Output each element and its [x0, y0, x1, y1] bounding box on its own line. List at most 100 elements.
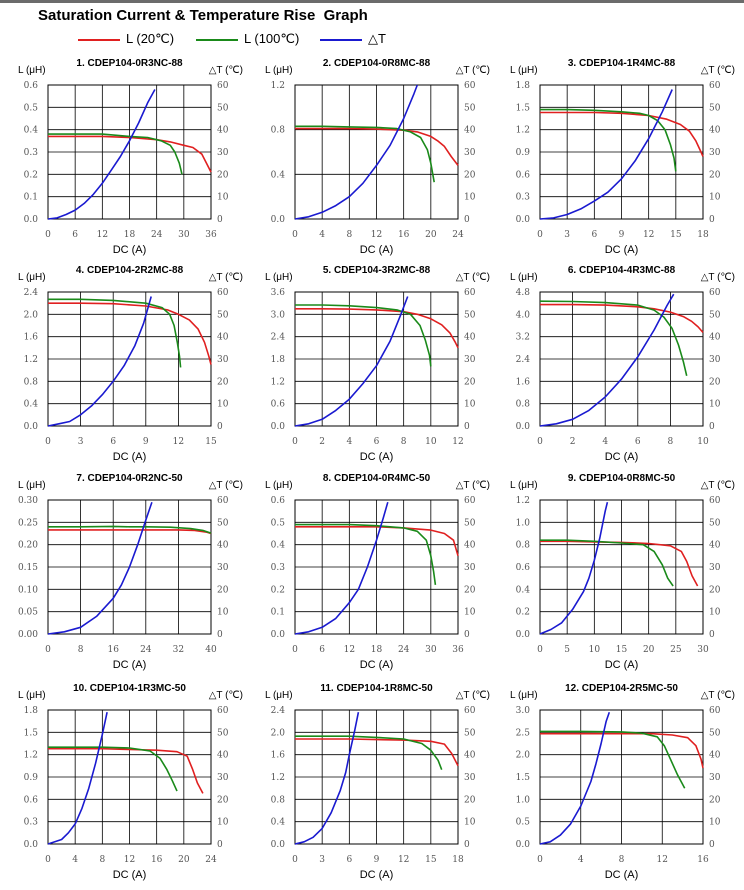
y-tick-label: 0.0	[516, 630, 531, 640]
y2-tick-label: 50	[709, 310, 721, 320]
x-tick-label: 36	[205, 230, 217, 240]
y2-tick-label: 0	[217, 840, 223, 850]
y-tick-label: 2.0	[271, 728, 286, 738]
y2-tick-label: 60	[464, 706, 476, 716]
x-tick-label: 12	[97, 230, 108, 240]
y2-tick-label: 20	[217, 795, 229, 805]
x-tick-label: 12	[371, 230, 382, 240]
x-tick-label: 12	[173, 437, 184, 447]
y-tick-label: 3.0	[516, 706, 531, 716]
y2-tick-label: 10	[709, 193, 721, 203]
y-tick-label: 0.6	[271, 400, 286, 410]
x-tick-label: 9	[619, 230, 625, 240]
y-tick-label: 1.2	[24, 355, 38, 365]
y-tick-label: 0.8	[271, 126, 286, 136]
x-tick-label: 0	[45, 855, 51, 865]
y-tick-label: 0.5	[271, 518, 286, 528]
x-tick-label: 15	[205, 437, 217, 447]
y2-tick-label: 40	[709, 333, 721, 343]
y-tick-label: 0.8	[516, 400, 531, 410]
y-tick-label: 0.0	[24, 422, 39, 432]
x-tick-label: 9	[143, 437, 149, 447]
series-line-dt	[294, 712, 360, 845]
y2-tick-label: 30	[217, 563, 229, 573]
x-tick-label: 0	[292, 437, 298, 447]
y2-tick-label: 20	[709, 377, 721, 387]
plot-frame	[47, 709, 212, 845]
y-tick-label: 0.0	[271, 422, 286, 432]
y2-tick-label: 0	[217, 215, 223, 225]
y-tick-label: 1.0	[516, 795, 531, 805]
y-tick-label: 0.1	[24, 193, 38, 203]
plot-frame	[294, 709, 459, 845]
y2-tick-label: 60	[217, 706, 229, 716]
y-tick-label: 0.2	[271, 585, 285, 595]
y-tick-label: 0.0	[516, 840, 531, 850]
y2-tick-label: 10	[217, 818, 229, 828]
y-tick-label: 2.4	[516, 355, 531, 365]
y2-tick-label: 30	[217, 355, 229, 365]
y-tick-label: 1.8	[271, 355, 286, 365]
y-axis-label: L (μH)	[510, 272, 538, 283]
series-line-l100	[295, 125, 435, 183]
series-line-l20	[540, 111, 704, 157]
chart-title: 4. CDEP104-2R2MC-88	[76, 265, 184, 276]
y-tick-label: 1.5	[516, 103, 531, 113]
y-tick-label: 0.0	[271, 630, 286, 640]
series-line-l100	[540, 108, 677, 172]
x-tick-label: 25	[670, 645, 682, 655]
chart-title: 2. CDEP104-0R8MC-88	[323, 58, 431, 69]
x-tick-label: 40	[205, 645, 217, 655]
y2-tick-label: 20	[217, 585, 229, 595]
y-tick-label: 0.6	[516, 170, 531, 180]
x-tick-label: 12	[398, 855, 409, 865]
plot-frame	[47, 499, 212, 635]
y-tick-label: 1.0	[516, 518, 531, 528]
y-tick-label: 0.4	[271, 170, 286, 180]
series-line-l20	[295, 738, 459, 767]
x-tick-label: 16	[151, 855, 163, 865]
series-line-l20	[540, 303, 704, 334]
series-line-l100	[539, 300, 688, 376]
x-axis-label: DC (A)	[113, 659, 147, 671]
y2-tick-label: 40	[709, 751, 721, 761]
y2-axis-label: △T (℃)	[209, 690, 243, 701]
y2-axis-label: △T (℃)	[209, 65, 243, 76]
y2-axis-label: △T (℃)	[701, 272, 735, 283]
x-axis-label: DC (A)	[113, 244, 147, 256]
y2-tick-label: 20	[464, 795, 476, 805]
legend-label: △T	[368, 31, 386, 46]
y-tick-label: 2.4	[271, 706, 286, 716]
y-tick-label: 0.4	[24, 126, 39, 136]
y-tick-label: 2.0	[516, 751, 531, 761]
y-tick-label: 0.0	[24, 215, 39, 225]
y2-tick-label: 10	[709, 400, 721, 410]
y2-tick-label: 50	[709, 518, 721, 528]
y-axis-label: L (μH)	[18, 690, 46, 701]
y-tick-label: 0.6	[24, 795, 39, 805]
y-tick-label: 0.3	[24, 818, 39, 828]
y-tick-label: 0.4	[24, 400, 39, 410]
y2-tick-label: 50	[464, 518, 476, 528]
y2-tick-label: 40	[464, 541, 476, 551]
y2-tick-label: 10	[464, 193, 476, 203]
series-line-l20	[540, 732, 704, 769]
y-tick-label: 1.2	[516, 496, 530, 506]
y-tick-label: 0.5	[24, 103, 39, 113]
y2-tick-label: 60	[217, 288, 229, 298]
y2-tick-label: 40	[217, 751, 229, 761]
x-tick-label: 9	[374, 855, 380, 865]
y2-tick-label: 10	[464, 818, 476, 828]
x-tick-label: 15	[670, 230, 682, 240]
y2-tick-label: 30	[464, 355, 476, 365]
y-axis-label: L (μH)	[18, 480, 46, 491]
x-axis-label: DC (A)	[605, 869, 639, 881]
x-tick-label: 8	[99, 855, 105, 865]
series-line-l20	[48, 747, 204, 794]
y2-tick-label: 30	[709, 355, 721, 365]
y2-tick-label: 60	[709, 288, 721, 298]
y-tick-label: 0.3	[24, 148, 39, 158]
y-axis-label: L (μH)	[18, 272, 46, 283]
series-line-dt	[539, 89, 673, 220]
